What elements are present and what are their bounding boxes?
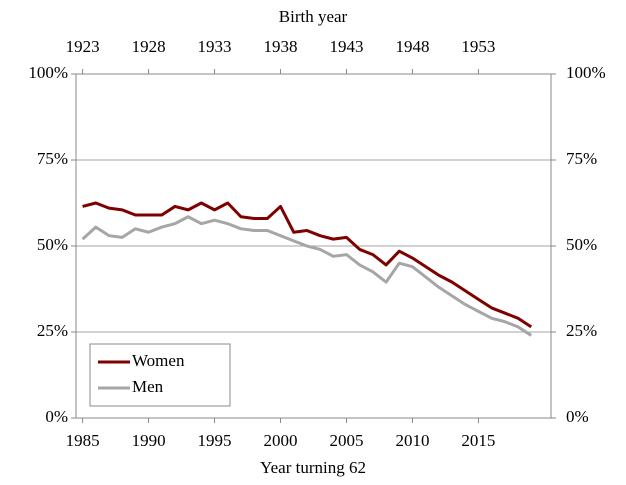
legend-box bbox=[89, 343, 231, 407]
y-tick-label: 50% bbox=[37, 235, 68, 254]
series-line bbox=[81, 215, 533, 337]
x2-tick-label: 1923 bbox=[66, 37, 100, 56]
top-axis-title: Birth year bbox=[279, 7, 348, 26]
y-tick-label: 75% bbox=[37, 149, 68, 168]
y2-tick-label: 100% bbox=[566, 63, 606, 82]
y-tick-label: 100% bbox=[28, 63, 68, 82]
legend-label: Women bbox=[132, 351, 185, 370]
x-tick-label: 2000 bbox=[264, 431, 298, 450]
series-line bbox=[82, 201, 533, 329]
x-axis-title: Year turning 62 bbox=[260, 458, 366, 477]
x2-tick-label: 1948 bbox=[395, 37, 429, 56]
x-tick-label: 2010 bbox=[395, 431, 429, 450]
y2-tick-label: 50% bbox=[566, 235, 597, 254]
x-tick-label: 1985 bbox=[66, 431, 100, 450]
x2-tick-label: 1943 bbox=[329, 37, 363, 56]
x-tick-label: 1995 bbox=[198, 431, 232, 450]
x2-tick-label: 1938 bbox=[264, 37, 298, 56]
y2-tick-label: 25% bbox=[566, 321, 597, 340]
x-tick-label: 2015 bbox=[461, 431, 495, 450]
x2-tick-label: 1928 bbox=[132, 37, 166, 56]
y2-tick-label: 75% bbox=[566, 149, 597, 168]
x-tick-label: 2005 bbox=[329, 431, 363, 450]
x2-tick-label: 1953 bbox=[461, 37, 495, 56]
y-tick-label: 0% bbox=[45, 407, 68, 426]
y-tick-label: 25% bbox=[37, 321, 68, 340]
plot-frame bbox=[75, 73, 552, 419]
legend-label: Men bbox=[132, 377, 164, 396]
y2-tick-label: 0% bbox=[566, 407, 589, 426]
x-tick-label: 1990 bbox=[132, 431, 166, 450]
x2-tick-label: 1933 bbox=[198, 37, 232, 56]
